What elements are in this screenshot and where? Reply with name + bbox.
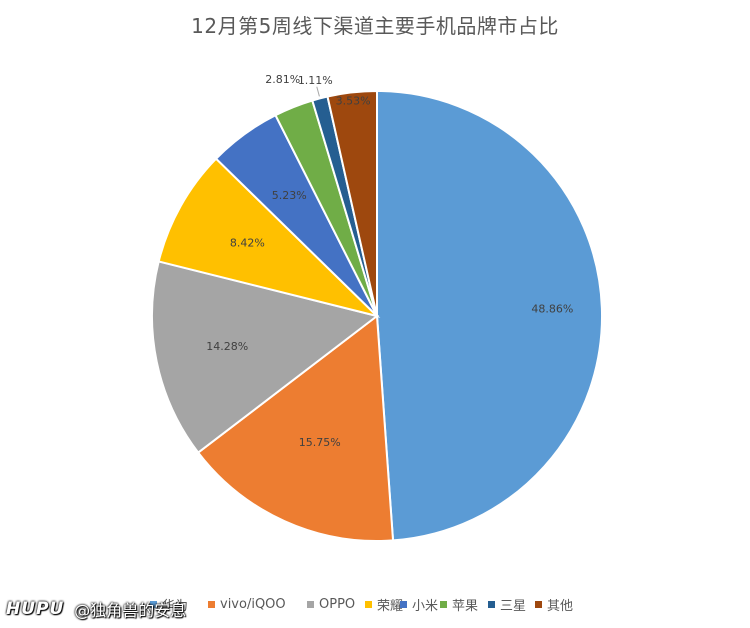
legend-swatch-8 — [535, 600, 542, 608]
pie-slice-2 — [196, 314, 395, 542]
legend-item-5: 小米 — [400, 596, 439, 614]
hupu-logo-watermark: HUPU — [6, 599, 65, 619]
legend-label-6: 苹果 — [452, 598, 479, 614]
legend-label-2: vivo/iQOO — [220, 596, 286, 612]
pie-data-label-3: 14.28% — [206, 340, 248, 353]
legend-item-2: vivo/iQOO — [208, 596, 286, 612]
pie-slice-3 — [151, 260, 380, 455]
leader-line-slice-7 — [316, 86, 320, 97]
legend-item-6: 苹果 — [440, 596, 479, 614]
pie-data-label-5: 5.23% — [272, 189, 307, 202]
legend-label-3: OPPO — [319, 596, 356, 612]
pie-data-label-7: 1.11% — [298, 74, 333, 87]
legend-item-1: 华为 — [150, 596, 189, 614]
pie-slice-8 — [326, 89, 378, 317]
pie-data-label-2: 15.75% — [299, 436, 341, 449]
legend-item-3: OPPO — [307, 596, 355, 612]
legend-item-7: 三星 — [488, 596, 527, 614]
pie-slice-4 — [157, 157, 381, 318]
legend-label-7: 三星 — [500, 598, 527, 614]
author-handle-watermark: @独角兽的安息 — [74, 601, 187, 620]
pie-data-label-6: 2.81% — [265, 73, 300, 86]
legend-swatch-2 — [208, 600, 215, 608]
legend-swatch-1 — [150, 600, 157, 608]
chart-title: 12月第5周线下渠道主要手机品牌市占比 — [191, 14, 559, 38]
legend-swatch-4 — [365, 600, 372, 608]
legend-swatch-6 — [440, 600, 447, 608]
pie-data-label-1: 48.86% — [531, 303, 573, 316]
pie-data-labels: 48.86% 15.75% 14.28% 8.42% 5.23% 2.81%1.11%3.… — [206, 73, 573, 449]
legend-label-1: 华为 — [162, 598, 189, 614]
legend-swatch-5 — [400, 600, 407, 608]
legend-label-4: 荣耀 — [377, 598, 404, 614]
chart-legend: 华为 vivo/iQOO OPPO 荣耀 小米 苹果 三星 其他 — [0, 592, 750, 616]
pie-data-label-8: 3.53% — [336, 94, 371, 107]
legend-swatch-3 — [307, 600, 314, 608]
legend-item-4: 荣耀 — [365, 596, 404, 614]
watermark: HUPU @独角兽的安息 — [6, 597, 186, 621]
legend-swatch-7 — [488, 600, 495, 608]
legend-label-5: 小米 — [412, 598, 439, 614]
legend-label-8: 其他 — [547, 598, 574, 614]
pie-slice-1 — [376, 89, 603, 542]
pie-data-label-4: 8.42% — [230, 237, 265, 250]
legend-item-8: 其他 — [535, 596, 574, 614]
pie-slices — [151, 89, 603, 542]
